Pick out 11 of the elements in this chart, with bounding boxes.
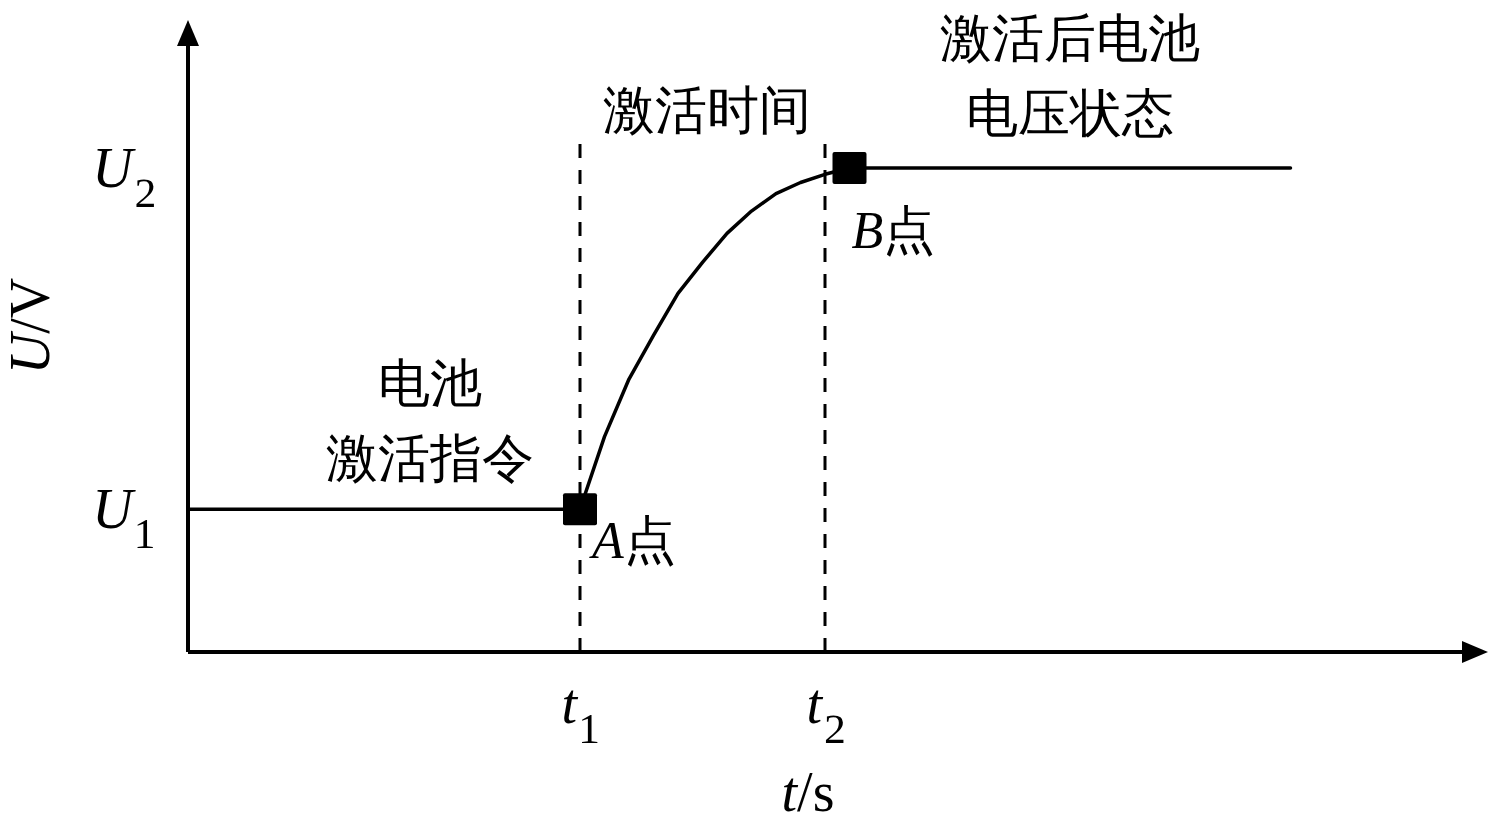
annotation: A点: [589, 511, 676, 569]
text: 激活后电池电压状态: [940, 9, 1200, 141]
text: U₂: [92, 127, 158, 209]
x-axis-title: t/s: [781, 761, 835, 816]
text: U₁: [92, 468, 158, 550]
x-tick-label: t₂: [806, 663, 848, 745]
y-axis-title: U/V: [0, 277, 61, 375]
text: 激活时间: [603, 81, 811, 139]
annotation: 电池激活指令: [326, 354, 534, 486]
x-tick-label: t₁: [561, 663, 603, 745]
annotation: B点: [851, 201, 936, 259]
